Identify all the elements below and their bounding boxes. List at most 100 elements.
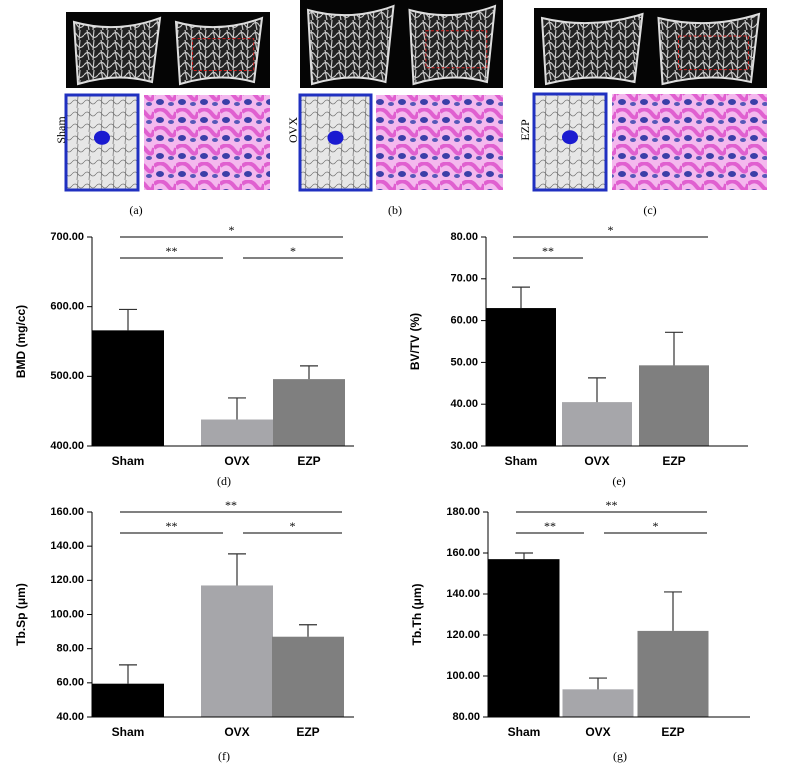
significance-label: ** — [544, 519, 556, 533]
x-tick-label: OVX — [224, 725, 249, 739]
y-tick-label: 100.00 — [446, 670, 480, 682]
bar — [639, 365, 709, 446]
significance-label: ** — [225, 498, 237, 512]
chart: 80.00 100.00 120.00 140.00 160.00 180.00 Tb.Th… — [410, 498, 750, 763]
panel-caption: (a) — [129, 203, 142, 217]
bone-section — [174, 16, 264, 86]
chart: 40.00 60.00 80.00 100.00 120.00 140.00 160.00 T… — [14, 498, 354, 763]
bar — [201, 419, 273, 446]
bone-section — [72, 16, 162, 86]
error-bar — [228, 397, 246, 420]
error-bar — [512, 286, 530, 309]
y-tick-label: 140.00 — [446, 588, 480, 600]
chart-caption: (d) — [217, 474, 231, 488]
chart-caption: (e) — [612, 474, 625, 488]
y-axis-label: BMD (mg/cc) — [14, 305, 28, 378]
y-tick-label: 40.00 — [450, 398, 478, 410]
roi-box — [425, 30, 488, 69]
panel-label: Sham — [54, 116, 68, 144]
y-tick-label: 60.00 — [56, 677, 84, 689]
image-panels: Sham (a) OVX (b) EZP (c) — [54, 0, 767, 217]
significance-label: ** — [166, 244, 178, 258]
significance-label: * — [290, 519, 296, 533]
bar — [92, 330, 164, 446]
significance-label: ** — [606, 498, 618, 512]
y-tick-label: 120.00 — [446, 629, 480, 641]
charts: 400.00 500.00 600.00 700.00 BMD (mg/cc) Sham O… — [14, 223, 750, 763]
panel-label: EZP — [518, 119, 532, 141]
significance-label: * — [290, 244, 296, 258]
error-bar — [515, 552, 533, 560]
bar — [562, 689, 634, 717]
bar — [486, 308, 556, 446]
bar — [92, 683, 164, 717]
y-tick-label: 600.00 — [50, 301, 84, 313]
bar — [273, 379, 345, 446]
marker — [327, 130, 344, 145]
y-tick-label: 160.00 — [50, 506, 84, 518]
error-bar — [589, 677, 607, 690]
x-tick-label: OVX — [585, 725, 610, 739]
he-stain — [376, 95, 503, 190]
roi-box — [677, 35, 749, 71]
error-bar — [665, 331, 683, 366]
y-tick-label: 40.00 — [56, 711, 84, 723]
error-bar — [119, 308, 137, 331]
error-bar — [228, 553, 246, 586]
marker — [562, 130, 578, 145]
y-tick-label: 80.00 — [56, 643, 84, 655]
y-tick-label: 50.00 — [450, 356, 478, 368]
y-tick-label: 30.00 — [450, 440, 478, 452]
bar — [488, 559, 560, 717]
significance-label: * — [608, 223, 614, 237]
y-tick-label: 160.00 — [446, 547, 480, 559]
bar — [201, 585, 273, 717]
panel-caption: (c) — [643, 203, 656, 217]
marker — [94, 130, 110, 145]
y-axis-label: BV/TV (%) — [408, 313, 422, 370]
chart: 400.00 500.00 600.00 700.00 BMD (mg/cc) Sham O… — [14, 223, 354, 488]
significance-label: * — [229, 223, 235, 237]
significance-label: ** — [166, 519, 178, 533]
chart: 30.00 40.00 50.00 60.00 70.00 80.00 BV/TV (%) S… — [408, 223, 748, 488]
y-tick-label: 70.00 — [450, 273, 478, 285]
y-tick-label: 500.00 — [50, 370, 84, 382]
y-axis-label: Tb.Sp (μm) — [14, 583, 28, 646]
y-axis-label: Tb.Th (μm) — [410, 584, 424, 646]
y-tick-label: 60.00 — [450, 315, 478, 327]
y-tick-label: 140.00 — [50, 540, 84, 552]
significance-label: ** — [542, 244, 554, 258]
error-bar — [119, 664, 137, 684]
y-tick-label: 80.00 — [452, 711, 480, 723]
chart-caption: (g) — [613, 749, 627, 763]
y-tick-label: 180.00 — [446, 506, 480, 518]
significance-label: * — [653, 519, 659, 533]
bone-section — [657, 12, 761, 86]
y-tick-label: 400.00 — [50, 440, 84, 452]
x-tick-label: EZP — [297, 454, 320, 468]
bone-section — [540, 12, 644, 86]
error-bar — [664, 591, 682, 631]
he-stain — [144, 95, 270, 190]
y-tick-label: 80.00 — [450, 231, 478, 243]
he-stain — [612, 94, 767, 190]
x-tick-label: OVX — [224, 454, 249, 468]
x-tick-label: Sham — [505, 454, 538, 468]
x-tick-label: Sham — [112, 454, 145, 468]
y-tick-label: 700.00 — [50, 231, 84, 243]
y-tick-label: 120.00 — [50, 574, 84, 586]
error-bar — [300, 365, 318, 380]
error-bar — [299, 624, 317, 637]
panel-caption: (b) — [388, 203, 402, 217]
roi-box — [191, 38, 255, 72]
x-tick-label: Sham — [508, 725, 541, 739]
bar — [562, 402, 632, 446]
bar — [637, 630, 709, 717]
error-bar — [588, 377, 606, 403]
chart-caption: (f) — [218, 749, 230, 763]
y-tick-label: 100.00 — [50, 608, 84, 620]
x-tick-label: EZP — [662, 454, 685, 468]
x-tick-label: Sham — [112, 725, 145, 739]
bone-section — [306, 4, 395, 86]
